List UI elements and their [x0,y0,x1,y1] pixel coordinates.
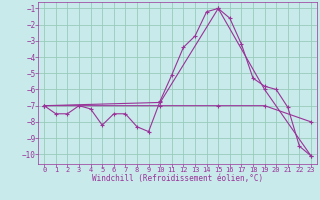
X-axis label: Windchill (Refroidissement éolien,°C): Windchill (Refroidissement éolien,°C) [92,174,263,183]
